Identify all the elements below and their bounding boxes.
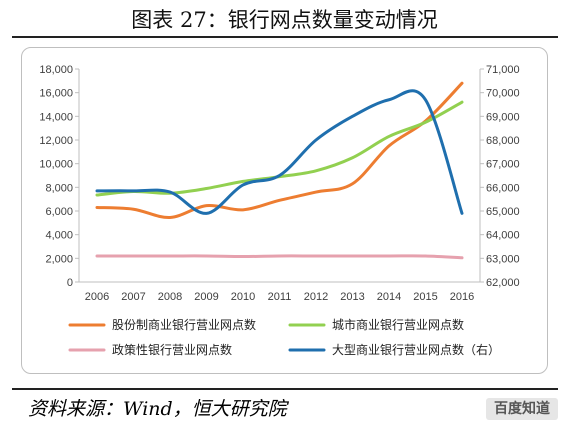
series-city-commercial-banks-line <box>95 100 464 197</box>
y-right-tick-label: 70,000 <box>486 88 520 100</box>
series-large-commercial-banks-line <box>95 89 464 215</box>
series-joint-stock-banks-legend-label: 股份制商业银行营业网点数 <box>112 317 256 332</box>
x-tick-label: 2007 <box>121 291 145 303</box>
x-tick-label: 2009 <box>194 291 218 303</box>
x-tick-label: 2006 <box>85 291 109 303</box>
watermark-logo: 百度知道 <box>486 398 558 420</box>
bottom-rule <box>12 388 558 390</box>
x-tick-label: 2011 <box>268 291 292 303</box>
x-tick-label: 2015 <box>413 291 437 303</box>
y-right-tick-label: 65,000 <box>486 206 520 218</box>
y-right-tick-label: 63,000 <box>486 253 520 265</box>
line-chart: 0 2,000 4,000 6,000 8,000 10,000 12,000 14,000 1… <box>39 64 520 357</box>
y-left-tick-label: 8,000 <box>45 182 73 194</box>
y-right-tick-label: 68,000 <box>486 135 520 147</box>
series-policy-banks-line <box>95 254 464 260</box>
x-tick-label: 2008 <box>158 291 182 303</box>
source-note: 资料来源：Wind，恒大研究院 <box>28 398 287 420</box>
chart-title: 图表 27：银行网点数量变动情况 <box>131 8 438 32</box>
y-left-tick-label: 0 <box>67 277 73 289</box>
series-city-commercial-banks-legend-label: 城市商业银行营业网点数 <box>332 317 464 332</box>
y-right-tick-label: 62,000 <box>486 277 520 289</box>
top-rule <box>12 36 558 38</box>
y-left-tick-label: 10,000 <box>39 159 73 171</box>
y-right-tick-label: 66,000 <box>486 182 520 194</box>
y-left-tick-label: 6,000 <box>45 206 73 218</box>
series-large-commercial-banks-legend-label: 大型商业银行营业网点数（右） <box>332 342 500 357</box>
y-right-tick-label: 69,000 <box>486 111 520 123</box>
x-tick-label: 2014 <box>377 291 401 303</box>
y-left-tick-label: 2,000 <box>45 253 73 265</box>
x-tick-label: 2013 <box>340 291 364 303</box>
y-left-tick-label: 12,000 <box>39 135 73 147</box>
series-policy-banks-legend-label: 政策性银行营业网点数 <box>112 342 232 357</box>
y-left-tick-label: 16,000 <box>39 88 73 100</box>
series-joint-stock-banks-line <box>95 81 464 220</box>
x-tick-label: 2012 <box>304 291 328 303</box>
x-tick-label: 2016 <box>450 291 474 303</box>
y-left-tick-label: 4,000 <box>45 230 73 242</box>
y-left-tick-label: 18,000 <box>39 64 73 76</box>
chart-frame: 0 2,000 4,000 6,000 8,000 10,000 12,000 14,000 1… <box>21 47 548 374</box>
x-tick-label: 2010 <box>231 291 255 303</box>
y-left-tick-label: 14,000 <box>39 111 73 123</box>
y-right-tick-label: 64,000 <box>486 230 520 242</box>
y-right-tick-label: 67,000 <box>486 159 520 171</box>
y-right-tick-label: 71,000 <box>486 64 520 76</box>
